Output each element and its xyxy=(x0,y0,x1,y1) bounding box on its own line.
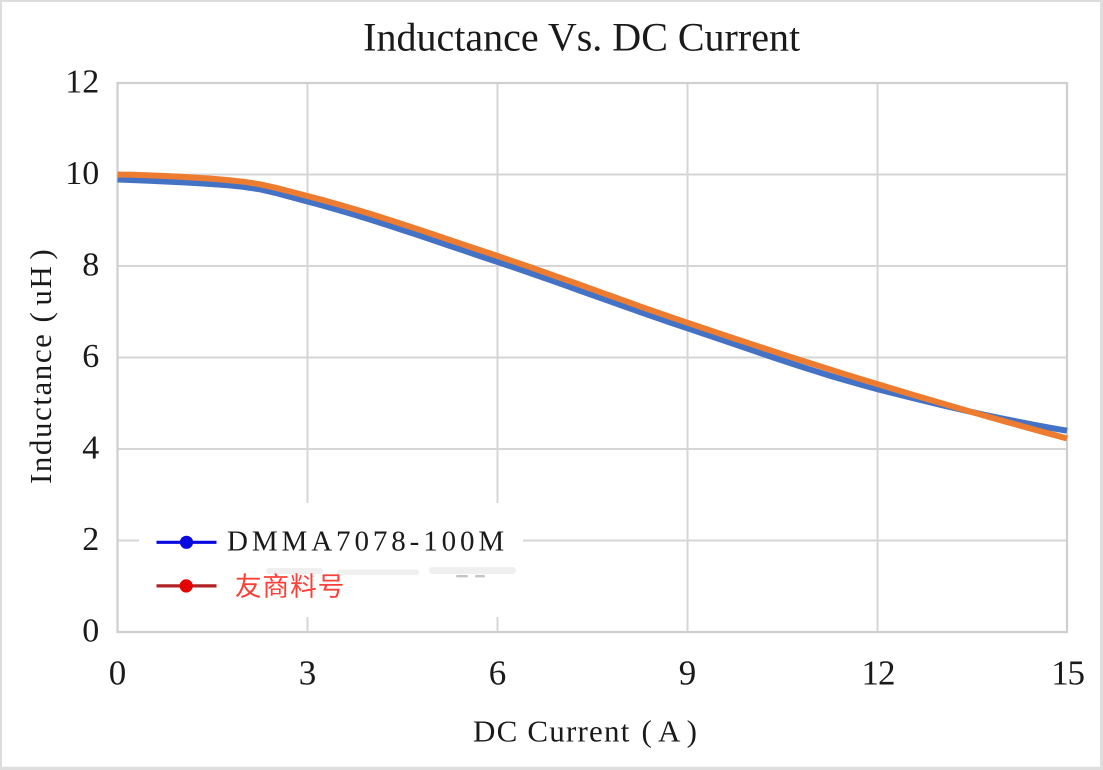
svg-text:6: 6 xyxy=(82,338,99,375)
svg-text:9: 9 xyxy=(679,653,697,692)
svg-text:3: 3 xyxy=(299,653,317,692)
svg-text:8: 8 xyxy=(82,247,99,284)
svg-text:4: 4 xyxy=(82,430,99,467)
svg-text:12: 12 xyxy=(862,653,895,692)
svg-text:Inductance(uH): Inductance(uH) xyxy=(23,248,58,484)
svg-text:6: 6 xyxy=(489,653,507,692)
svg-text:2: 2 xyxy=(82,521,99,558)
svg-text:DMMA7078-100M: DMMA7078-100M xyxy=(227,526,508,558)
svg-text:12: 12 xyxy=(65,64,99,101)
svg-text:0: 0 xyxy=(82,613,99,650)
svg-text:DC Current(A): DC Current(A) xyxy=(473,713,698,748)
svg-text:Inductance Vs. DC Current: Inductance Vs. DC Current xyxy=(363,14,800,59)
svg-text:15: 15 xyxy=(1051,653,1084,692)
svg-text:10: 10 xyxy=(65,155,99,192)
svg-text:0: 0 xyxy=(109,653,127,692)
